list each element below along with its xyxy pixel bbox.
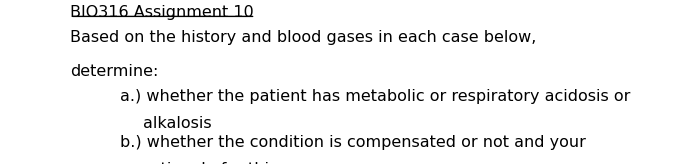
Text: BIO316 Assignment 10: BIO316 Assignment 10 [70,5,253,20]
Text: Based on the history and blood gases in each case below,: Based on the history and blood gases in … [70,30,536,44]
Text: rationale for this answer: rationale for this answer [144,162,340,164]
Text: alkalosis: alkalosis [144,116,212,131]
Text: determine:: determine: [70,64,158,79]
Text: a.) whether the patient has metabolic or respiratory acidosis or: a.) whether the patient has metabolic or… [120,89,631,103]
Text: b.) whether the condition is compensated or not and your: b.) whether the condition is compensated… [120,135,587,150]
